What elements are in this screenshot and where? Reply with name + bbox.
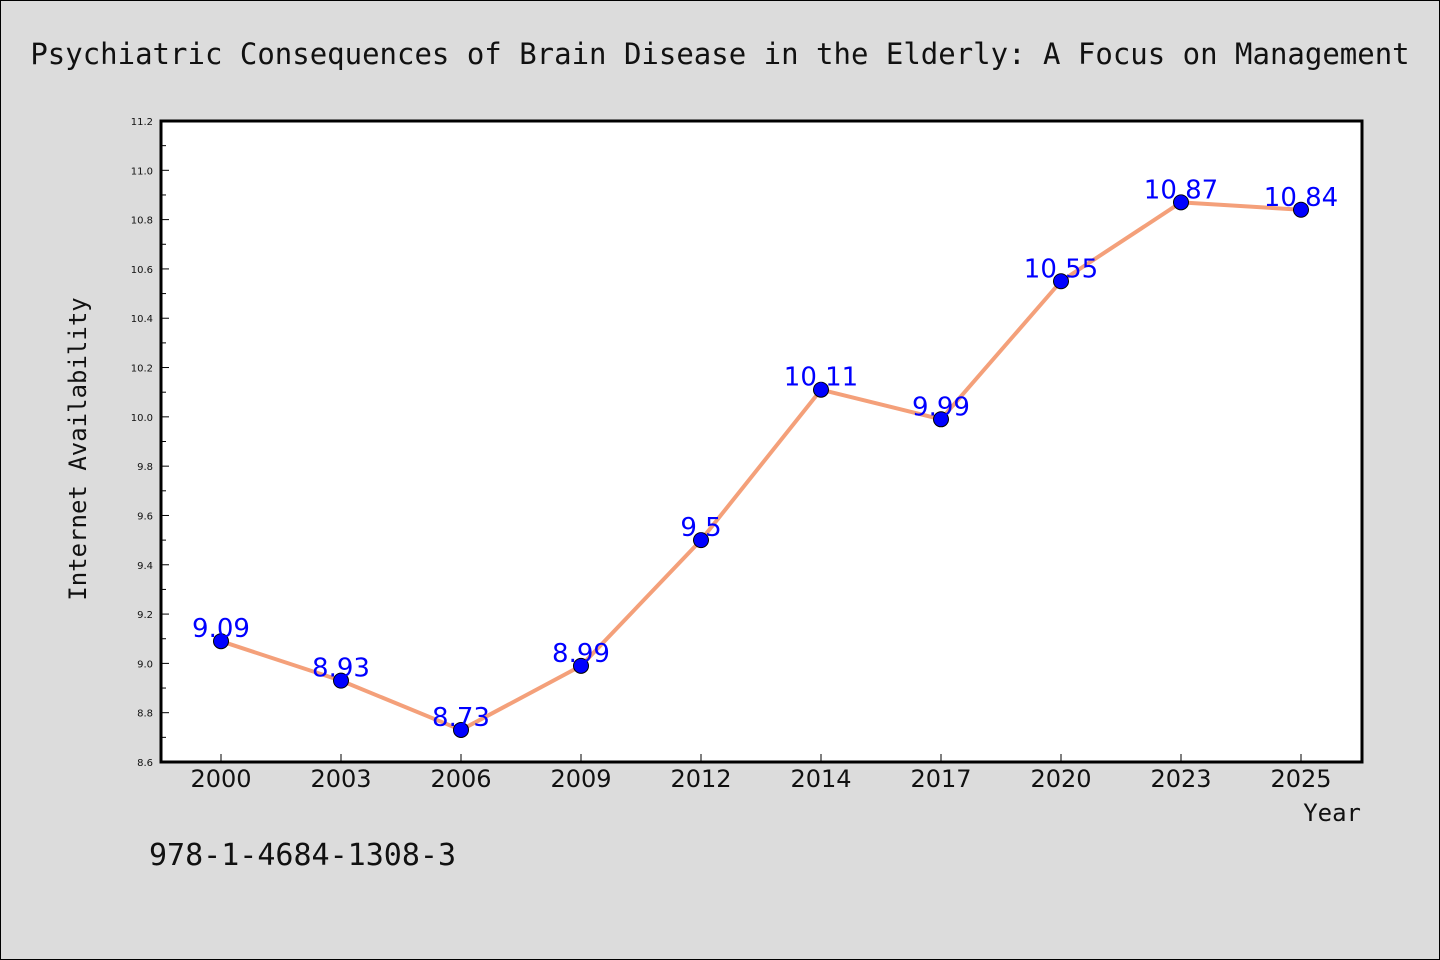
data-label: 10.84 bbox=[1264, 183, 1338, 213]
data-label: 8.93 bbox=[312, 654, 370, 684]
y-axis-label: Internet Availability bbox=[64, 297, 92, 600]
y-tick-label: 10.4 bbox=[131, 314, 153, 325]
data-point bbox=[213, 633, 229, 650]
isbn-text: 978-1-4684-1308-3 bbox=[149, 838, 456, 873]
data-point bbox=[1173, 194, 1189, 211]
data-label: 9.5 bbox=[680, 513, 721, 543]
x-tick-label: 2014 bbox=[790, 765, 851, 793]
y-tick-label: 11.2 bbox=[131, 117, 153, 128]
y-tick-label: 10.6 bbox=[131, 265, 153, 276]
data-label: 8.99 bbox=[552, 639, 610, 669]
y-tick-label: 11.0 bbox=[131, 166, 153, 177]
x-tick-label: 2017 bbox=[910, 765, 971, 793]
y-tick-label: 9.6 bbox=[137, 511, 153, 522]
x-tick-label: 2023 bbox=[1150, 765, 1211, 793]
y-axis: 8.6 8.8 9.0 9.2 9.4 9.6 9.8 10.0 10.2 10.4 10.6 10.… bbox=[131, 117, 169, 769]
y-tick-label: 10.0 bbox=[131, 413, 153, 424]
plot-area bbox=[159, 119, 1364, 764]
x-tick-label: 2006 bbox=[430, 765, 491, 793]
data-point bbox=[573, 657, 589, 674]
data-label: 10.87 bbox=[1144, 175, 1218, 205]
data-label-layer: 9.09 8.93 8.73 8.99 9.5 10.11 9.99 10.55 10.87 10… bbox=[192, 175, 1338, 733]
data-point bbox=[933, 411, 949, 428]
y-tick-label: 9.4 bbox=[137, 561, 153, 572]
data-point bbox=[333, 672, 349, 689]
chart-title: Psychiatric Consequences of Brain Diseas… bbox=[30, 37, 1409, 71]
y-tick-label: 10.2 bbox=[131, 364, 153, 375]
y-tick-label: 8.6 bbox=[137, 758, 153, 769]
x-tick-label: 2003 bbox=[310, 765, 371, 793]
y-tick-label: 8.8 bbox=[137, 709, 153, 720]
x-tick-label: 2025 bbox=[1270, 765, 1331, 793]
y-tick-label: 9.2 bbox=[137, 610, 153, 621]
y-tick-label: 9.0 bbox=[137, 659, 153, 670]
data-point bbox=[1053, 273, 1069, 290]
x-tick-label: 2012 bbox=[670, 765, 731, 793]
series-line bbox=[219, 200, 1303, 732]
series-layer bbox=[213, 194, 1309, 738]
data-label: 9.09 bbox=[192, 614, 250, 644]
x-tick-label: 2009 bbox=[550, 765, 611, 793]
data-label: 8.73 bbox=[432, 703, 490, 733]
x-tick-label: 2020 bbox=[1030, 765, 1091, 793]
y-tick-label: 10.8 bbox=[131, 216, 153, 227]
x-axis: 2000 2003 2006 2009 2012 2014 2017 2020 2023 2025 bbox=[190, 754, 1332, 793]
data-label: 9.99 bbox=[912, 392, 970, 422]
data-point bbox=[453, 721, 469, 738]
data-label: 10.11 bbox=[784, 363, 858, 393]
data-point bbox=[1293, 201, 1309, 218]
x-tick-label: 2000 bbox=[190, 765, 251, 793]
x-axis-label: Year bbox=[1303, 799, 1361, 827]
y-tick-label: 9.8 bbox=[137, 462, 153, 473]
data-point bbox=[693, 532, 709, 549]
data-point bbox=[813, 381, 829, 398]
data-label: 10.55 bbox=[1024, 254, 1098, 284]
